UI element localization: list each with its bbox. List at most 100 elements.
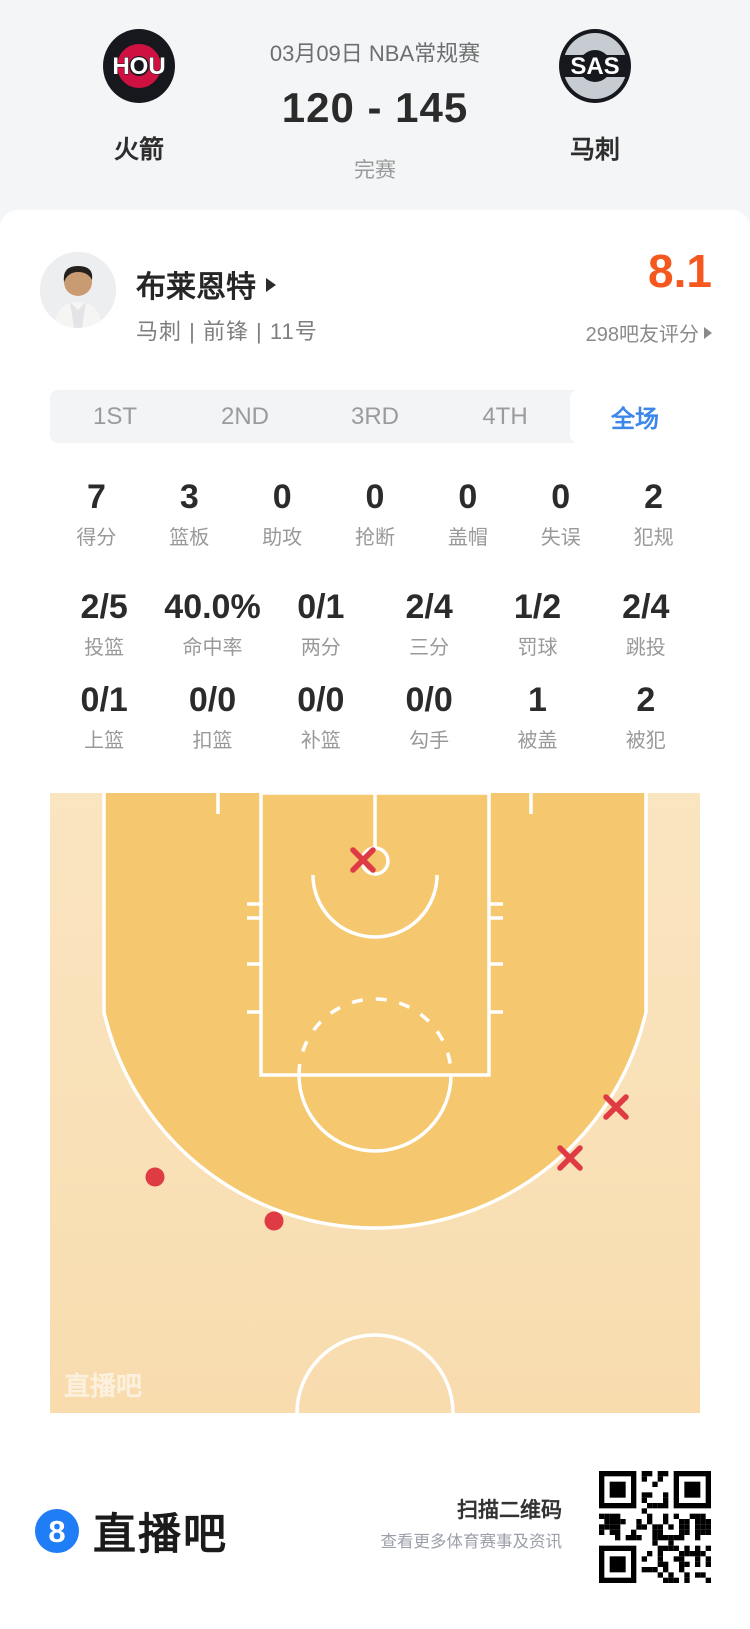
stat-抢断: 0 抢断 [329,478,422,550]
scan-hint: 扫描二维码 查看更多体育赛事及资讯 [381,1499,563,1552]
scan-title: 扫描二维码 [457,1499,562,1522]
missed-shot-mark [557,1145,583,1171]
away-team-name: 马刺 [569,136,620,164]
stat-label: 扣篮 [192,730,233,752]
stat-value: 0/1 [80,681,128,719]
court-watermark: 直播吧 [64,1371,142,1401]
stat-命中率: 40.0% 命中率 [158,588,266,660]
svg-text:SAS: SAS [570,53,619,80]
stat-label: 勾手 [409,730,450,752]
stat-value: 2 [644,478,664,516]
player-info: 马刺 | 前锋 | 11号 [136,319,318,344]
expand-arrow-icon [266,278,276,292]
missed-shot-mark [350,847,376,873]
free-throw-circle-dashed [297,997,453,1076]
stat-被盖: 1 被盖 [483,681,591,753]
stat-label: 被盖 [517,730,558,752]
tab-全场[interactable]: 全场 [570,390,700,443]
stat-row-shooting: 2/5 投篮 40.0% 命中率 0/1 两分 2/4 三分 1/2 罚球 2/4 跳投 [50,588,700,660]
tab-4th[interactable]: 4TH [482,402,528,430]
stat-篮板: 3 篮板 [143,478,236,550]
stat-label: 上篮 [84,730,125,752]
stat-补篮: 0/0 补篮 [267,681,375,753]
stat-label: 助攻 [262,527,303,549]
rating-note: 298吧友评分 [585,324,699,346]
player-photo [40,252,116,328]
made-shot-mark [145,1167,165,1187]
missed-shot-mark [603,1094,629,1120]
rating-note-row[interactable]: 298吧友评分 [586,318,712,347]
stat-两分: 0/1 两分 [267,588,375,660]
stat-label: 两分 [300,637,341,659]
away-team: SAS 马刺 [520,0,670,166]
rating-arrow-icon [704,326,712,339]
svg-text:HOU: HOU [112,53,165,80]
match-info: 03月09日 NBA常规赛 120 - 145 完赛 [215,0,535,184]
stat-value: 2/5 [80,588,128,626]
stat-label: 被犯 [625,730,666,752]
stat-label: 犯规 [633,527,674,549]
stat-罚球: 1/2 罚球 [483,588,591,660]
stat-value: 1/2 [513,588,562,626]
paint-lane [259,793,491,1077]
player-stats-card: 布莱恩特 马刺 | 前锋 | 11号 8.1 298吧友评分 1ST 2ND 3RD… [0,210,750,1629]
zhibo8-logo-icon: 8 [35,1509,79,1553]
stat-label: 抢断 [355,527,395,549]
lane-hash-marks [247,902,503,1014]
qr-code [599,1471,711,1583]
match-status: 完赛 [354,159,396,182]
stat-label: 补篮 [300,730,341,752]
stat-value: 0 [365,478,385,516]
match-date: 03月09日 NBA常规赛 [269,41,481,66]
stat-value: 3 [179,478,199,516]
player-avatar[interactable] [40,252,116,328]
baseline-ticks [216,793,533,814]
spurs-logo-icon: SAS [559,29,631,103]
stat-value: 2/4 [622,588,670,626]
stat-value: 0/0 [405,681,453,719]
tab-2nd[interactable]: 2ND [220,402,269,430]
stat-value: 0 [551,478,571,516]
stat-value: 0 [458,478,478,516]
tab-1st[interactable]: 1ST [92,402,137,430]
stat-盖帽: 0 盖帽 [421,478,514,550]
stat-勾手: 0/0 勾手 [375,681,483,753]
three-point-area [104,793,646,1229]
rockets-logo-icon: HOU [103,29,175,103]
scan-subtitle: 查看更多体育赛事及资讯 [380,1533,563,1551]
stat-label: 跳投 [625,637,666,659]
stat-value: 0/0 [297,681,345,719]
brand-name: 直播吧 [93,1511,228,1559]
stat-label: 三分 [409,637,450,659]
made-shot-mark [264,1211,284,1231]
stat-投篮: 2/5 投篮 [50,588,158,660]
player-name-row[interactable]: 布莱恩特 [136,262,276,306]
stat-value: 1 [528,681,547,719]
stat-value: 0 [272,478,292,516]
stat-label: 失误 [540,527,581,549]
half-court-circle [295,1333,455,1413]
stat-上篮: 0/1 上篮 [50,681,158,753]
match-header: HOU 火箭 03月09日 NBA常规赛 120 - 145 完赛 SAS 马刺 [0,0,750,210]
stat-label: 投篮 [84,637,125,659]
match-score: 120 - 145 [281,84,469,131]
stat-三分: 2/4 三分 [375,588,483,660]
svg-text:8: 8 [48,1514,65,1549]
stat-被犯: 2 被犯 [592,681,700,753]
stat-扣篮: 0/0 扣篮 [158,681,266,753]
stat-value: 2 [636,681,656,719]
stat-label: 罚球 [517,637,558,659]
stat-跳投: 2/4 跳投 [592,588,700,660]
stat-失误: 0 失误 [514,478,607,550]
stat-label: 命中率 [182,637,243,659]
home-team: HOU 火箭 [64,0,214,166]
stat-value: 7 [86,478,106,516]
three-point-line [102,793,648,1230]
home-team-name: 火箭 [113,136,164,164]
stat-row-shot-types: 0/1 上篮 0/0 扣篮 0/0 补篮 0/0 勾手 1 被盖 2 被犯 [50,681,700,753]
shot-marks-layer [145,847,629,1231]
tab-3rd[interactable]: 3RD [350,402,399,430]
stat-value: 40.0% [164,588,261,626]
player-name: 布莱恩特 [136,271,256,304]
